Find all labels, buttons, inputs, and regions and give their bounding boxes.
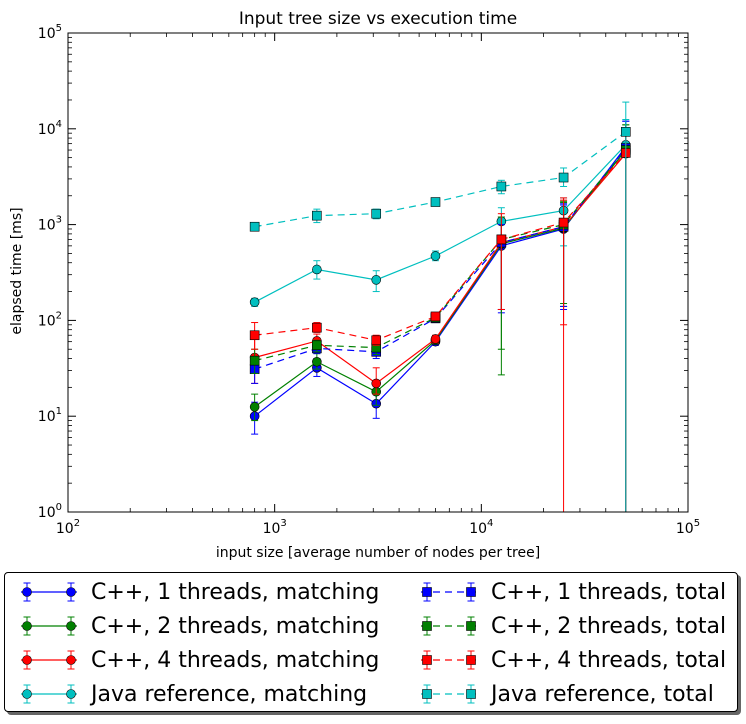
x-tick-label: 103	[263, 518, 287, 537]
legend-label: C++, 1 threads, matching	[91, 579, 380, 605]
legend-marker	[22, 587, 32, 597]
legend-swatch	[21, 650, 77, 670]
legend-swatch	[21, 582, 77, 602]
y-tick-label: 104	[38, 119, 62, 138]
x-tick-label: 104	[469, 518, 493, 537]
legend-swatch	[21, 684, 77, 704]
x-tick-label: 105	[676, 518, 700, 537]
legend-swatch	[421, 582, 477, 602]
data-point	[371, 275, 382, 285]
x-tick-label: 102	[56, 518, 80, 537]
series-line	[254, 144, 627, 303]
legend-label: Java reference, total	[491, 681, 714, 707]
legend-marker	[66, 587, 76, 597]
chart-title: Input tree size vs execution time	[239, 9, 517, 29]
legend-marker	[422, 689, 432, 699]
data-point	[249, 355, 260, 366]
legend-marker	[66, 689, 76, 699]
legend-item: C++, 1 threads, total	[417, 575, 726, 609]
series-line	[254, 153, 627, 385]
legend-item: Java reference, total	[417, 677, 714, 711]
data-point	[312, 264, 322, 275]
data-point	[558, 172, 569, 183]
data-point	[496, 234, 507, 245]
chart-legend: C++, 1 threads, matching C++, 2 threads, …	[4, 572, 738, 712]
data-point	[371, 378, 382, 389]
series-line	[254, 131, 627, 228]
legend-label: C++, 4 threads, matching	[91, 647, 380, 673]
legend-marker	[466, 655, 476, 665]
legend-item: Java reference, matching	[17, 677, 367, 711]
y-tick-label: 105	[38, 23, 62, 42]
series-7	[249, 128, 631, 512]
legend-swatch	[421, 650, 477, 670]
data-point	[430, 334, 441, 344]
data-point	[312, 340, 322, 351]
plot-area: 102 103 104 105 100 101 102 103 104 105	[38, 23, 700, 537]
legend-marker	[66, 655, 76, 665]
data-point	[430, 197, 441, 207]
data-point	[371, 335, 382, 346]
legend-item: C++, 2 threads, total	[417, 609, 726, 643]
legend-swatch	[421, 616, 477, 636]
data-point	[249, 297, 260, 307]
legend-marker	[22, 621, 32, 631]
legend-item: C++, 1 threads, matching	[17, 575, 379, 609]
series-line	[254, 149, 627, 408]
legend-label: Java reference, matching	[91, 681, 368, 707]
legend-marker	[22, 689, 32, 699]
legend-label: C++, 4 threads, total	[491, 647, 727, 673]
legend-marker	[422, 621, 432, 631]
data-point	[312, 356, 322, 367]
legend-marker	[66, 621, 76, 631]
data-point	[249, 402, 260, 412]
legend-label: C++, 2 threads, matching	[91, 613, 380, 639]
legend-label: C++, 2 threads, total	[491, 613, 727, 639]
chart: Input tree size vs execution time 102 103…	[9, 9, 700, 561]
legend-marker	[422, 587, 432, 597]
legend-marker	[466, 587, 476, 597]
x-axis-label: input size [average number of nodes per …	[216, 545, 540, 561]
legend-swatch	[421, 684, 477, 704]
data-point	[496, 181, 507, 192]
data-point	[249, 221, 260, 232]
data-point	[371, 208, 382, 219]
series-8	[249, 101, 631, 512]
data-point	[620, 127, 631, 137]
y-tick-label: 100	[38, 502, 62, 521]
legend-swatch	[21, 616, 77, 636]
y-tick-label: 103	[38, 215, 62, 234]
data-point	[249, 330, 260, 341]
y-axis-label: elapsed time [ms]	[9, 207, 25, 334]
data-point	[312, 210, 322, 221]
legend-item: C++, 2 threads, matching	[17, 609, 379, 643]
data-point	[312, 322, 322, 333]
legend-item: C++, 4 threads, total	[417, 643, 726, 677]
legend-marker	[466, 621, 476, 631]
legend-label: C++, 1 threads, total	[491, 579, 727, 605]
series-line	[254, 146, 627, 417]
y-tick-label: 102	[38, 310, 62, 329]
legend-item: C++, 4 threads, matching	[17, 643, 379, 677]
data-point	[430, 251, 441, 261]
data-point	[558, 217, 569, 228]
series-line	[254, 147, 627, 370]
plot-frame	[67, 32, 689, 513]
data-point	[430, 311, 441, 322]
legend-marker	[422, 655, 432, 665]
legend-marker	[466, 689, 476, 699]
legend-marker	[22, 655, 32, 665]
series-layer	[249, 101, 631, 512]
y-tick-label: 101	[38, 406, 62, 425]
